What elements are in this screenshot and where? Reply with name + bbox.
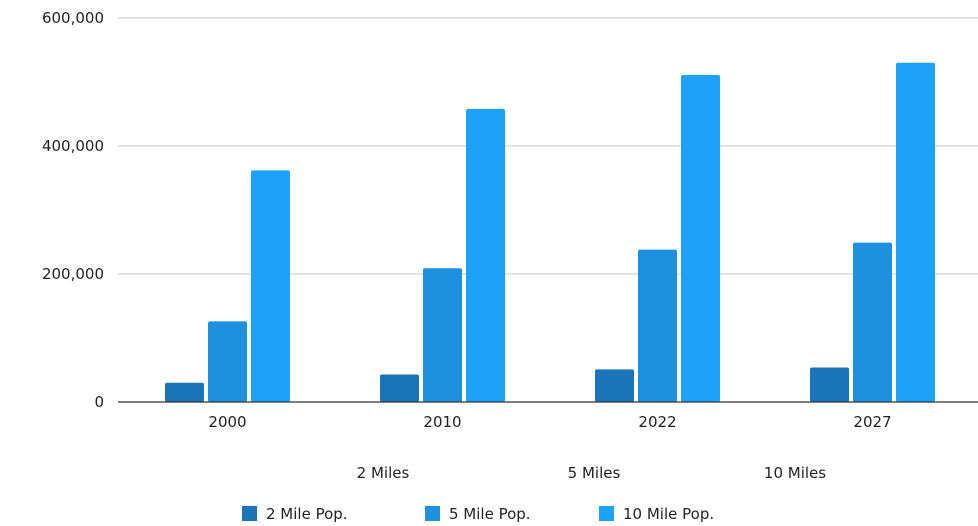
x-tick-label: 2022 — [638, 413, 676, 431]
bar-2-mile-pop-2010 — [380, 374, 419, 402]
legend: 2 Mile Pop. 5 Mile Pop. 10 Mile Pop. — [242, 505, 714, 523]
radius-labels: 2 Miles 5 Miles 10 Miles — [357, 464, 827, 482]
bar-5-mile-pop-2027 — [853, 242, 892, 402]
bar-5-mile-pop-2000 — [208, 321, 247, 402]
bar-2-mile-pop-2022 — [595, 369, 634, 402]
y-tick-label: 200,000 — [42, 265, 104, 283]
y-tick-label: 0 — [94, 393, 104, 411]
gridlines — [118, 17, 978, 275]
bar-2-mile-pop-2000 — [165, 382, 204, 402]
legend-swatch-10-mile-pop — [599, 506, 614, 521]
x-tick-label: 2010 — [423, 413, 461, 431]
y-tick-label: 400,000 — [42, 137, 104, 155]
x-tick-label: 2027 — [853, 413, 891, 431]
bar-5-mile-pop-2010 — [423, 268, 462, 402]
bar-5-mile-pop-2022 — [638, 249, 677, 402]
x-axis-tick-labels: 2000 2010 2022 2027 — [208, 413, 891, 431]
legend-swatch-2-mile-pop — [242, 506, 257, 521]
x-tick-label: 2000 — [208, 413, 246, 431]
y-axis-tick-labels: 0 200,000 400,000 600,000 — [42, 9, 104, 411]
bar-2-mile-pop-2027 — [810, 367, 849, 402]
bar-10-mile-pop-2027 — [896, 62, 935, 403]
bar-10-mile-pop-2010 — [466, 108, 505, 402]
radius-label-10-miles: 10 Miles — [764, 464, 826, 482]
radius-label-5-miles: 5 Miles — [568, 464, 621, 482]
legend-label-5-mile-pop: 5 Mile Pop. — [449, 505, 531, 523]
bar-10-mile-pop-2022 — [681, 74, 720, 403]
bars — [165, 62, 935, 403]
y-tick-label: 600,000 — [42, 9, 104, 27]
legend-swatch-5-mile-pop — [425, 506, 440, 521]
legend-label-2-mile-pop: 2 Mile Pop. — [266, 505, 348, 523]
legend-label-10-mile-pop: 10 Mile Pop. — [623, 505, 714, 523]
radius-label-2-miles: 2 Miles — [357, 464, 410, 482]
bar-10-mile-pop-2000 — [251, 170, 290, 402]
